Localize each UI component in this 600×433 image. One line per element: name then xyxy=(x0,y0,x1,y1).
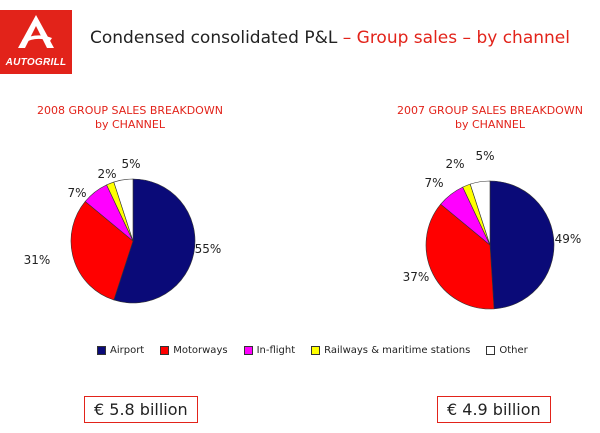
legend-label-airport: Airport xyxy=(110,345,145,356)
pie-slice-2008-motorways xyxy=(70,201,134,301)
page-title: Condensed consolidated P&L – Group sales… xyxy=(90,28,570,48)
legend-item-other: Other xyxy=(486,345,528,356)
pie-label-2007-other: 5% xyxy=(475,149,494,163)
chart-2008-subtitle: by CHANNEL xyxy=(94,118,165,131)
legend-swatch-other xyxy=(486,346,496,355)
chart-2007-title: 2007 GROUP SALES BREAKDOWN xyxy=(397,104,583,117)
chart-legend: Airport Motorways In-flight Railways & m… xyxy=(97,345,528,356)
legend-item-motorways: Motorways xyxy=(160,345,228,356)
legend-swatch-inflight xyxy=(243,346,253,355)
pie-slice-2008-other xyxy=(113,178,134,242)
logo-text: AUTOGRILL xyxy=(5,57,67,68)
legend-swatch-railways xyxy=(311,346,321,355)
pie-label-2008-airport: 55% xyxy=(195,242,222,256)
autogrill-a-icon xyxy=(18,15,54,48)
legend-label-other: Other xyxy=(499,345,528,356)
legend-item-railways: Railways & maritime stations xyxy=(311,345,470,356)
pie-slice-2007-motorways xyxy=(425,203,495,310)
legend-label-inflight: In-flight xyxy=(256,345,296,356)
pie-chart-2007: 49% 37% 7%2% 5% xyxy=(403,149,582,310)
title-separator-1: – xyxy=(342,28,352,48)
chart-2007-title-block: 2007 GROUP SALES BREAKDOWN by CHANNEL xyxy=(390,104,590,132)
pie-label-2008-railways: 2% xyxy=(97,167,116,181)
chart-2008-title-block: 2008 GROUP SALES BREAKDOWN by CHANNEL xyxy=(30,104,230,132)
pie-label-2008-motorways: 31% xyxy=(24,253,51,267)
pie-slice-2007-other xyxy=(469,180,491,246)
autogrill-logo: AUTOGRILL xyxy=(0,10,72,74)
legend-item-airport: Airport xyxy=(97,345,144,356)
title-separator-2: – xyxy=(462,28,472,48)
legend-swatch-motorways xyxy=(160,346,170,355)
legend-item-inflight: In-flight xyxy=(243,345,296,356)
title-by-channel: by channel xyxy=(476,28,570,48)
pie-label-2007-airport: 49% xyxy=(555,232,582,246)
title-main: Condensed consolidated P&L xyxy=(90,28,338,48)
pie-chart-2008: 55% 31% 7% 2% 5% xyxy=(24,157,222,304)
total-2007: € 4.9 billion xyxy=(437,396,551,423)
pie-label-2008-inflight: 7% xyxy=(67,186,86,200)
chart-2008-title: 2008 GROUP SALES BREAKDOWN xyxy=(37,104,223,117)
pie-slice-2007-airport xyxy=(489,180,555,310)
pie-label-2007-inflight: 7% xyxy=(424,176,443,190)
chart-2007-subtitle: by CHANNEL xyxy=(454,118,525,131)
pie-slice-2008-airport xyxy=(113,178,196,304)
legend-swatch-airport xyxy=(97,346,106,355)
pie-label-2007-railways: 2% xyxy=(445,157,464,171)
total-2008: € 5.8 billion xyxy=(84,396,198,423)
legend-label-motorways: Motorways xyxy=(173,345,228,356)
pie-label-2007-motorways: 37% xyxy=(403,270,430,284)
legend-label-railways: Railways & maritime stations xyxy=(324,345,471,356)
title-group-sales: Group sales xyxy=(356,28,458,48)
pie-label-2008-other: 5% xyxy=(121,157,140,171)
